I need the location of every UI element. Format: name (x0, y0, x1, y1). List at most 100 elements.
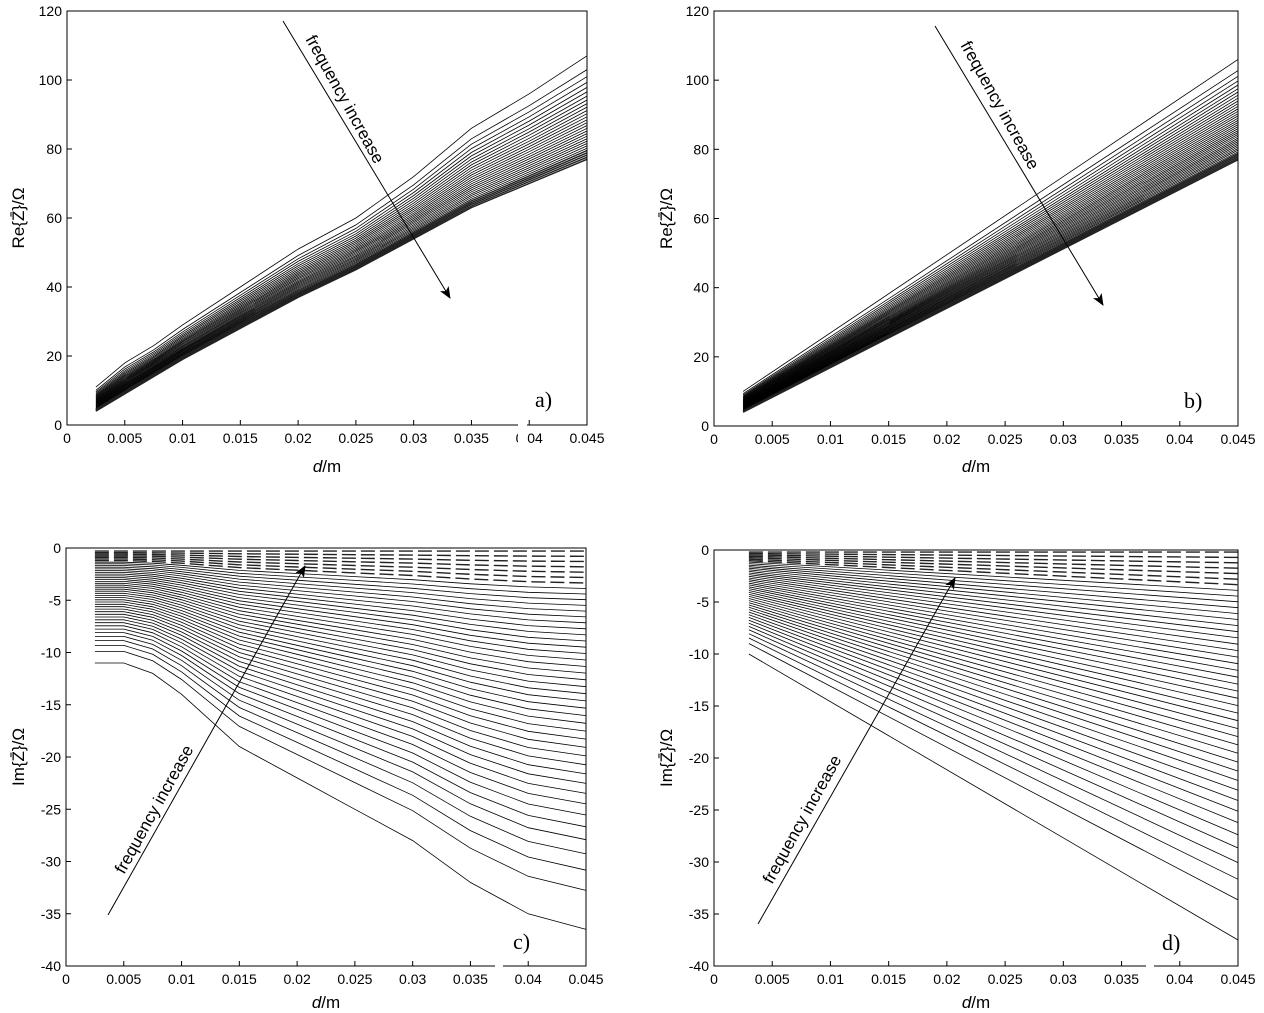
y-tick-label: 20 (46, 348, 62, 364)
series-line (748, 600, 1239, 737)
series-line (748, 596, 1239, 722)
series-line (748, 622, 1239, 823)
x-tick-label: 0.03 (1050, 431, 1077, 447)
x-tick-label: 0.04 (1166, 431, 1193, 447)
panel-b: 0 0.005 0.01 0.015 0.02 0.025 0.03 0.035 0.04 0.0… (657, 3, 1256, 476)
y-tick-label: 40 (46, 279, 62, 295)
series-line (95, 156, 588, 412)
x-axis-label: d/m (313, 457, 341, 476)
series-line (95, 91, 588, 396)
annotation-text: frequency increase (111, 742, 197, 877)
series-line (94, 640, 587, 855)
series-line (94, 571, 587, 624)
y-tick-label: -10 (689, 646, 709, 662)
series-line (742, 108, 1239, 402)
series-line (742, 70, 1239, 395)
series-line (95, 95, 588, 397)
series-line (94, 628, 587, 816)
series-line (742, 115, 1239, 404)
series-line (95, 143, 588, 408)
series-line (742, 100, 1239, 401)
series-line (748, 626, 1239, 836)
y-tick-label: 120 (39, 3, 63, 19)
series-line (748, 571, 1239, 626)
y-tick-label: 60 (46, 210, 62, 226)
y-tick-label: -25 (689, 802, 709, 818)
x-axis-label: d/m (962, 457, 990, 476)
panel-label: b) (1184, 388, 1202, 413)
x-tick-label: 0.03 (400, 430, 427, 446)
x-tick-label: 0.015 (222, 971, 257, 987)
series-line (748, 611, 1239, 781)
series-line (742, 97, 1239, 400)
series-line (742, 80, 1239, 397)
series-line (95, 147, 588, 409)
x-tick-label: 0 (63, 430, 71, 446)
series-line (748, 619, 1239, 812)
series-line (742, 144, 1239, 410)
y-tick-label: 80 (46, 141, 62, 157)
x-tick-label: 0 (710, 431, 718, 447)
x-tick-label: 0.045 (1220, 971, 1255, 987)
x-tick-label: 0.045 (569, 430, 604, 446)
annotation-arrow (282, 20, 451, 299)
series-line (742, 139, 1239, 409)
series-line (748, 567, 1239, 614)
series-line (748, 602, 1239, 746)
y-tick-label: -40 (41, 958, 61, 974)
series-line (742, 105, 1239, 402)
series-line (748, 581, 1239, 665)
series-line (94, 581, 587, 654)
y-tick-label: -20 (689, 750, 709, 766)
series-line (742, 159, 1239, 413)
series-line (94, 601, 587, 724)
panel-label: a) (535, 387, 552, 412)
y-tick-label: 20 (693, 349, 709, 365)
y-tick-label: 40 (693, 280, 709, 296)
series-line (748, 588, 1239, 692)
x-tick-label: 0 (62, 971, 70, 987)
series-line (742, 122, 1239, 405)
series-line (94, 568, 587, 612)
series-line (94, 588, 587, 681)
series-group (94, 550, 587, 930)
y-tick-label: -20 (41, 749, 61, 765)
series-line (94, 566, 587, 606)
series-line (748, 555, 1239, 569)
y-axis-label: Re{Z̄}/Ω (9, 188, 28, 249)
y-tick-label: -30 (689, 854, 709, 870)
series-line (95, 127, 588, 405)
series-line (748, 643, 1239, 901)
x-tick-label: 0.02 (933, 431, 960, 447)
x-tick-label: 0.025 (988, 431, 1023, 447)
series-line (748, 633, 1239, 863)
series-line (742, 94, 1239, 400)
x-tick-label: 0.025 (337, 971, 372, 987)
series-line (94, 613, 587, 766)
series-line (94, 597, 587, 709)
series-line (94, 606, 587, 740)
y-axis-label: Im{Z̄}/Ω (657, 729, 676, 787)
series-group (748, 551, 1239, 941)
series-line (95, 103, 588, 399)
series-line (94, 592, 587, 695)
series-line (94, 577, 587, 642)
series-line (742, 137, 1239, 409)
series-line (748, 558, 1239, 580)
series-line (748, 579, 1239, 658)
series-line (94, 645, 587, 871)
x-tick-label: 0.005 (107, 430, 142, 446)
x-tick-label: 0.045 (568, 971, 603, 987)
series-line (94, 573, 587, 630)
series-line (94, 555, 587, 568)
y-tick-label: 0 (54, 417, 62, 433)
series-line (748, 572, 1239, 633)
series-line (94, 586, 587, 674)
series-line (742, 59, 1239, 392)
series-line (742, 148, 1239, 411)
series-line (742, 91, 1239, 399)
x-tick-label: 0 (710, 971, 718, 987)
y-axis-label: Re{Z̄}/Ω (657, 188, 676, 249)
series-line (742, 113, 1239, 403)
series-line (742, 134, 1239, 408)
